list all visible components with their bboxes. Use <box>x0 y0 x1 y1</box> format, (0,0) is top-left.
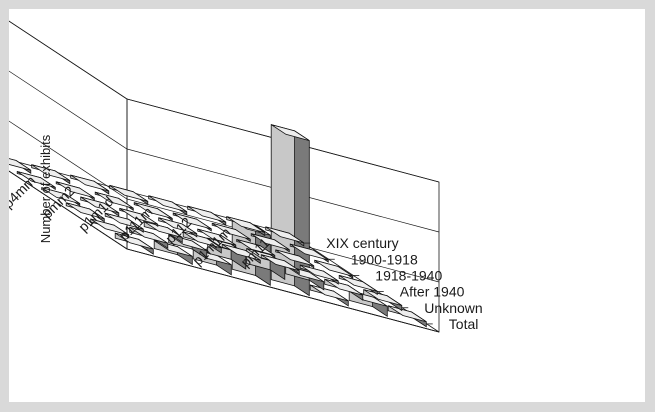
bar-top <box>387 305 427 323</box>
bar-top <box>41 187 81 204</box>
bar <box>387 305 427 328</box>
bar-top <box>148 195 188 213</box>
bar <box>338 274 378 296</box>
bar <box>16 170 56 191</box>
y-axis-label: Number of exhibits <box>38 134 53 243</box>
bar <box>109 184 149 206</box>
gridline <box>9 70 440 233</box>
bar-top <box>55 181 95 199</box>
bar <box>114 232 154 255</box>
bar <box>211 222 251 243</box>
bar-top <box>314 259 354 277</box>
gridline <box>9 120 440 283</box>
chart-walls <box>9 20 440 333</box>
bar-top <box>9 158 32 171</box>
bar-top <box>289 243 329 261</box>
series-label: Total <box>449 316 479 332</box>
bar-top <box>187 205 227 223</box>
bar <box>41 187 81 207</box>
bar <box>55 181 95 201</box>
bar <box>363 289 403 312</box>
bar-top <box>260 254 300 271</box>
bar <box>324 278 364 301</box>
bar <box>289 243 329 263</box>
bar-top <box>309 284 349 302</box>
bar-top <box>90 218 130 236</box>
bar <box>236 238 276 259</box>
bar <box>172 212 212 232</box>
bar <box>104 212 144 233</box>
bar <box>275 249 315 269</box>
bar <box>31 164 71 185</box>
bar-top <box>119 208 159 225</box>
bar-top <box>109 185 149 202</box>
bar-top <box>104 212 144 230</box>
bar <box>299 264 339 285</box>
bar <box>94 191 134 211</box>
side-wall <box>9 20 128 250</box>
bar-top <box>158 217 198 235</box>
series-label: After 1940 <box>400 284 465 300</box>
bar <box>182 231 222 254</box>
bar <box>9 158 32 174</box>
bar-top <box>236 239 276 256</box>
bar <box>133 202 173 222</box>
bar <box>129 226 169 250</box>
bar-top <box>197 228 237 246</box>
bar <box>143 221 183 244</box>
bar-top <box>129 226 169 244</box>
chart-frame: 050100150p2mmp4mmpmm2p1m1dp111mp112p1m1m… <box>9 9 645 402</box>
bar <box>187 205 227 226</box>
bar-top <box>338 275 378 292</box>
bar <box>158 217 198 238</box>
bar <box>270 124 310 297</box>
bar-top <box>94 191 134 209</box>
bar-top <box>114 232 154 250</box>
bar-top <box>221 243 261 261</box>
chart-labels: 050100150p2mmp4mmpmm2p1m1dp111mp112p1m1m… <box>9 172 483 332</box>
bar-top <box>133 202 173 219</box>
bar <box>65 202 105 223</box>
bar-top <box>182 231 222 249</box>
bar <box>119 207 159 228</box>
bar <box>221 243 261 264</box>
bar <box>260 254 300 275</box>
bar <box>148 195 188 216</box>
bar-top <box>16 171 56 188</box>
bar <box>90 218 130 239</box>
bar <box>197 228 237 248</box>
bar-top <box>265 226 305 244</box>
bar-top <box>299 264 339 282</box>
bar-top <box>143 221 183 238</box>
bar <box>250 233 290 253</box>
gridline <box>9 170 440 333</box>
bar-top <box>226 216 266 233</box>
series-label: 1918-1940 <box>375 267 442 283</box>
bar <box>309 284 349 307</box>
gridline <box>9 20 440 183</box>
bar <box>80 196 120 217</box>
bar-top <box>70 174 110 192</box>
bar-top <box>65 202 105 220</box>
bar-top <box>363 289 403 306</box>
chart-3d-bar: 050100150p2mmp4mmpmm2p1m1dp111mp112p1m1m… <box>9 20 483 333</box>
bar <box>226 216 266 237</box>
series-label: XIX century <box>326 235 398 251</box>
chart-gridlines <box>9 20 440 333</box>
bar-top <box>172 212 212 230</box>
bar-top <box>324 278 364 296</box>
bar <box>265 226 305 247</box>
bar-top <box>275 249 315 267</box>
chart-bars <box>9 124 427 328</box>
bar-top <box>31 164 71 181</box>
bar-top <box>80 196 120 214</box>
bar-top <box>211 222 251 240</box>
series-label: Unknown <box>424 300 482 316</box>
bar <box>314 259 354 279</box>
bar <box>70 174 110 195</box>
series-label: 1900-1918 <box>351 251 418 267</box>
bar-top <box>270 124 310 141</box>
bar-top <box>250 233 290 251</box>
